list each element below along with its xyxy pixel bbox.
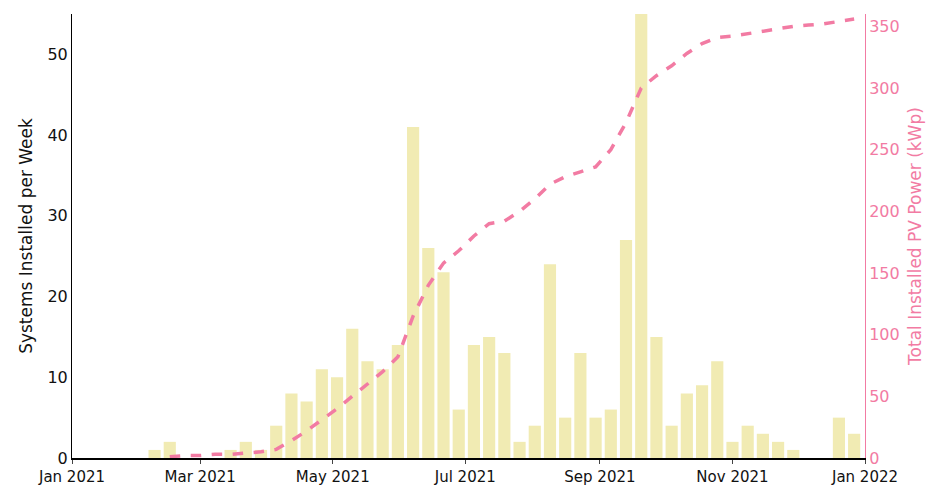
svg-text:50: 50 xyxy=(47,45,67,64)
svg-text:100: 100 xyxy=(869,325,900,344)
svg-text:0: 0 xyxy=(869,449,879,468)
svg-text:Mar 2021: Mar 2021 xyxy=(165,468,236,486)
svg-text:150: 150 xyxy=(869,264,900,283)
svg-text:30: 30 xyxy=(47,206,67,225)
svg-text:300: 300 xyxy=(869,79,900,98)
svg-text:Jul 2021: Jul 2021 xyxy=(434,468,496,486)
svg-text:10: 10 xyxy=(47,368,67,387)
svg-text:50: 50 xyxy=(869,387,889,406)
svg-text:Jan 2022: Jan 2022 xyxy=(831,468,898,486)
svg-text:May 2021: May 2021 xyxy=(296,468,370,486)
svg-text:200: 200 xyxy=(869,202,900,221)
svg-text:20: 20 xyxy=(47,287,67,306)
svg-text:Nov 2021: Nov 2021 xyxy=(696,468,768,486)
svg-text:40: 40 xyxy=(47,126,67,145)
svg-text:0: 0 xyxy=(58,449,68,468)
svg-text:Systems Installed per Week: Systems Installed per Week xyxy=(16,118,36,354)
svg-text:Sep 2021: Sep 2021 xyxy=(564,468,635,486)
svg-text:Total Installed PV Power (kWp): Total Installed PV Power (kWp) xyxy=(905,107,925,366)
svg-text:Jan 2021: Jan 2021 xyxy=(38,468,105,486)
svg-text:350: 350 xyxy=(869,17,900,36)
svg-text:250: 250 xyxy=(869,140,900,159)
